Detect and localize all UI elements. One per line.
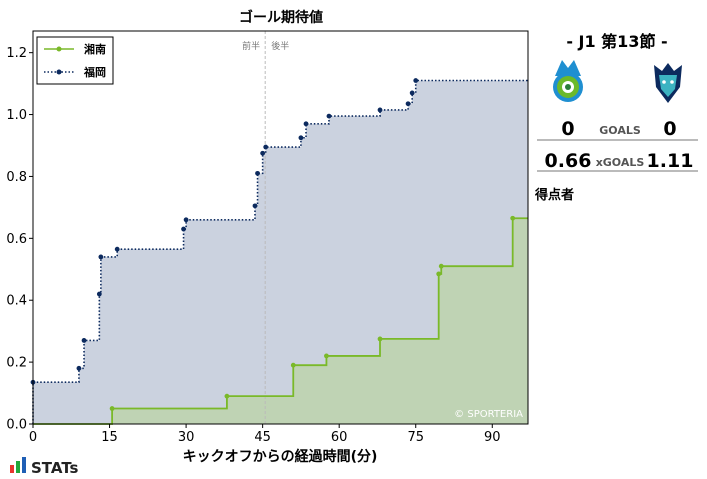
legend-home-label: 湘南 <box>84 42 106 56</box>
first-half-label: 前半 <box>242 40 260 52</box>
series-1-point <box>303 121 309 127</box>
x-tick-label: 90 <box>484 430 501 445</box>
series-1-point <box>98 254 104 260</box>
chart-watermark: © SPORTERIA <box>454 409 523 420</box>
series-0-point <box>109 406 115 411</box>
series-1-point <box>413 78 419 83</box>
xg-label: xGOALS <box>596 156 645 169</box>
x-tick-label: 60 <box>331 430 348 445</box>
series-line-1 <box>32 79 528 424</box>
x-axis-label: キックオフからの経過時間(分) <box>183 448 378 465</box>
series-1-point <box>263 144 269 150</box>
x-tick-label: 15 <box>101 430 118 445</box>
brand-bar-blue <box>22 457 26 473</box>
plot-frame <box>32 30 529 425</box>
away-score: 0 <box>663 118 676 140</box>
legend-away-label: 福岡 <box>83 65 106 79</box>
x-tick-label: 45 <box>254 430 271 445</box>
series-1-point <box>81 338 87 343</box>
series-area-0 <box>33 218 528 424</box>
legend-home-marker <box>56 46 62 52</box>
y-tick-label: 1.0 <box>6 108 27 123</box>
series-1-point <box>96 291 102 297</box>
series-1-point <box>260 150 266 156</box>
home-score: 0 <box>561 118 574 140</box>
away-xg: 1.11 <box>647 150 694 172</box>
series-1-point <box>326 113 332 119</box>
series-1-point <box>252 203 258 209</box>
series-0-point <box>510 215 516 221</box>
match-title: - J1 第13節 - <box>566 32 667 51</box>
y-tick-label: 1.2 <box>6 46 27 61</box>
series-0-point <box>438 263 444 269</box>
legend-away-marker <box>56 69 62 75</box>
plot-area: 前半 後半 0 15 30 45 60 75 90 0.0 0.2 0.4 0.6 0.8 1.0 1.2 <box>6 30 529 445</box>
brand-bar-red <box>10 465 14 473</box>
brand-bar-green <box>16 461 20 473</box>
series-1-point <box>377 107 383 113</box>
series-1-point <box>114 246 120 252</box>
x-tick-label: 75 <box>407 430 424 445</box>
y-tick-label: 0.6 <box>6 232 27 247</box>
second-half-label: 後半 <box>271 40 289 52</box>
series-0-point <box>324 353 329 359</box>
series-1-point <box>255 170 260 176</box>
series-1-point <box>76 365 82 371</box>
legend-box <box>36 36 114 85</box>
series-line-0 <box>33 217 528 425</box>
scorers-label: 得点者 <box>534 187 574 203</box>
series-1-point <box>409 90 415 96</box>
x-tick-label: 30 <box>178 430 195 445</box>
home-xg: 0.66 <box>545 150 592 172</box>
series-0-point <box>436 271 442 277</box>
x-tick-label: 0 <box>29 430 37 445</box>
series-1-point <box>298 135 304 141</box>
y-tick-label: 0.8 <box>6 170 27 185</box>
y-tick-label: 0.0 <box>6 418 27 433</box>
series-1-point <box>405 101 411 107</box>
shonan-logo <box>553 60 583 102</box>
series-0-point <box>290 362 296 368</box>
series-0-point <box>224 393 230 399</box>
brand-name: STATs <box>31 459 79 477</box>
series-1-point <box>183 217 189 223</box>
fukuoka-logo <box>654 63 682 103</box>
stats-logo: STATs <box>10 457 79 477</box>
y-tick-label: 0.2 <box>6 356 27 371</box>
y-tick-label: 0.4 <box>6 294 27 309</box>
goals-label: GOALS <box>599 124 641 137</box>
series-0-point <box>377 336 383 342</box>
chart-title: ゴール期待値 <box>239 9 323 26</box>
legend: 湘南 福岡 <box>36 36 114 85</box>
series-1-point <box>181 226 186 232</box>
